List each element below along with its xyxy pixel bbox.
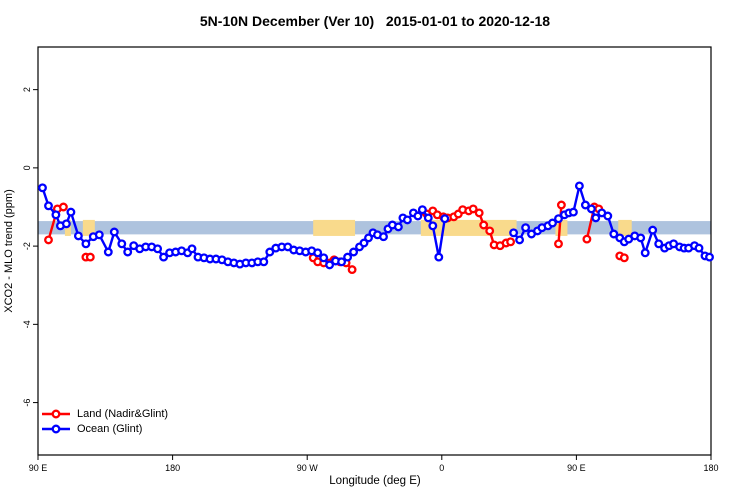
data-point-marker <box>61 219 71 229</box>
data-point-marker <box>485 226 495 236</box>
data-point-marker <box>123 247 133 257</box>
data-point-marker <box>109 227 119 237</box>
data-point-marker <box>434 252 444 262</box>
y-tick-label: -6 <box>22 399 32 407</box>
legend-item-land: Land (Nadir&Glint) <box>40 406 168 421</box>
legend-label-ocean: Ocean (Glint) <box>77 422 143 435</box>
land-band-segment <box>82 219 95 236</box>
data-point-marker <box>554 214 563 224</box>
x-tick-label: 90 E <box>29 463 48 473</box>
legend-item-ocean: Ocean (Glint) <box>40 421 168 436</box>
ocean-series-swatch <box>42 424 70 433</box>
land-band-segment <box>313 219 356 236</box>
data-point-marker <box>417 205 427 215</box>
data-point-marker <box>325 260 335 270</box>
data-point-marker <box>609 229 619 239</box>
data-point-marker <box>574 181 584 191</box>
land-series-swatch <box>42 409 70 418</box>
data-point-marker <box>38 183 47 193</box>
data-point-marker <box>428 221 438 231</box>
y-tick-label: -2 <box>22 242 32 250</box>
data-point-marker <box>603 211 613 221</box>
data-point-marker <box>103 247 113 257</box>
data-point-marker <box>319 253 329 263</box>
data-point-marker <box>582 234 592 244</box>
data-point-marker <box>44 235 53 245</box>
data-point-marker <box>337 257 347 267</box>
data-point-marker <box>393 222 403 232</box>
legend-label-land: Land (Nadir&Glint) <box>77 407 169 420</box>
x-tick-label: 0 <box>439 463 444 473</box>
data-point-marker <box>474 208 484 218</box>
data-point-marker <box>85 252 95 262</box>
data-point-marker <box>554 239 563 249</box>
data-point-marker <box>636 233 646 243</box>
data-point-marker <box>413 211 423 221</box>
data-point-marker <box>654 239 664 249</box>
y-tick-label: -4 <box>22 320 32 328</box>
y-axis-title: XCO2 - MLO trend (ppm) <box>3 189 15 313</box>
data-point-marker <box>117 239 127 249</box>
data-point-marker <box>402 215 412 225</box>
data-point-marker <box>81 239 91 249</box>
x-axis-title: Longitude (deg E) <box>329 475 421 487</box>
x-tick-label: 90 W <box>297 463 319 473</box>
legend-circle-icon <box>51 409 61 418</box>
data-point-marker <box>705 252 714 262</box>
data-point-marker <box>506 237 516 247</box>
data-point-marker <box>73 231 83 241</box>
data-point-marker <box>509 228 519 238</box>
data-point-marker <box>648 225 658 235</box>
plot-border <box>37 46 712 456</box>
ocean-series <box>38 181 714 270</box>
y-tick-label: 2 <box>22 87 32 92</box>
data-point-marker <box>580 200 590 210</box>
data-point-marker <box>379 232 388 242</box>
data-point-marker <box>44 201 53 211</box>
data-point-marker <box>479 220 489 230</box>
land-band-segment <box>555 219 568 236</box>
series-line <box>557 204 563 244</box>
data-point-marker <box>66 207 76 217</box>
data-point-marker <box>364 233 373 243</box>
data-point-marker <box>548 218 557 228</box>
chart-title: 5N-10N December (Ver 10) 2015-01-01 to 2… <box>199 13 551 29</box>
data-point-marker <box>313 248 323 258</box>
data-point-marker <box>640 248 650 258</box>
data-point-marker <box>591 213 601 223</box>
data-point-marker <box>521 223 531 233</box>
data-point-marker <box>58 202 68 212</box>
x-tick-label: 180 <box>165 463 180 473</box>
y-tick-label: 0 <box>22 165 32 170</box>
data-point-marker <box>556 200 566 210</box>
data-point-marker <box>619 253 629 263</box>
data-point-marker <box>440 214 450 224</box>
x-tick-label: 90 E <box>567 463 586 473</box>
land-band-segment <box>618 219 632 236</box>
data-point-marker <box>94 230 104 240</box>
data-point-marker <box>423 213 433 223</box>
data-point-marker <box>568 207 578 217</box>
data-point-marker <box>159 252 169 262</box>
legend: Land (Nadir&Glint) Ocean (Glint) <box>40 406 168 436</box>
data-point-marker <box>343 252 353 262</box>
data-point-marker <box>187 244 197 254</box>
legend-circle-icon <box>51 424 61 433</box>
data-point-marker <box>153 244 163 254</box>
data-point-marker <box>347 265 357 275</box>
data-point-marker <box>515 235 525 245</box>
data-point-marker <box>359 238 369 248</box>
data-point-marker <box>468 204 478 214</box>
data-point-marker <box>265 247 275 257</box>
data-point-marker <box>586 204 596 214</box>
data-point-marker <box>694 243 704 253</box>
data-point-marker <box>51 210 61 220</box>
data-point-marker <box>349 247 359 257</box>
data-point-marker <box>259 257 269 267</box>
x-tick-label: 180 <box>703 463 718 473</box>
